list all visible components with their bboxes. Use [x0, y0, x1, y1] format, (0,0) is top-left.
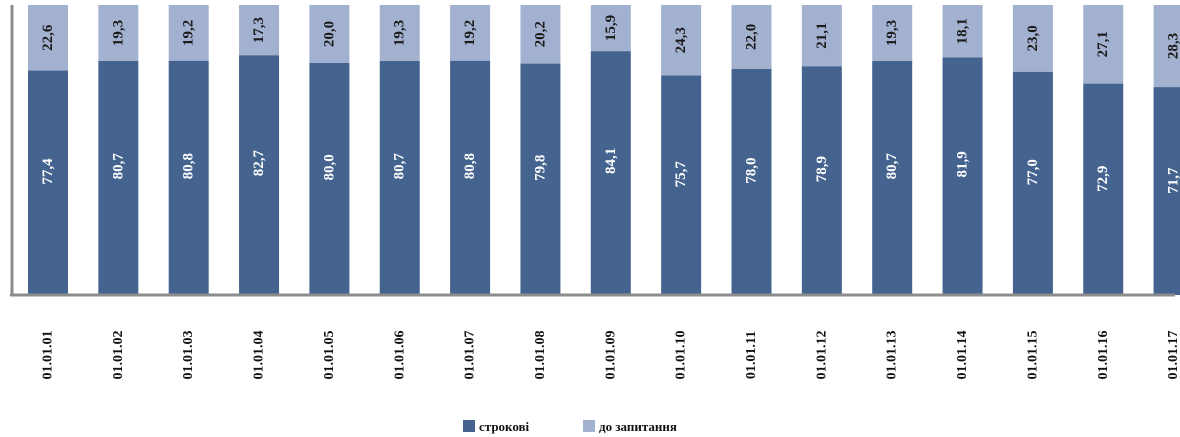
- value-label-strokovi-01.01.05: 80,0: [321, 154, 337, 180]
- x-tick-label-01.01.12: 01.01.12: [814, 331, 829, 380]
- value-labels-group: 77,4 22,6 80,7 19,3 80,8 19,2 82,7 17,3 80,0 20,0…: [40, 15, 1180, 194]
- value-label-do-zapytannia-01.01.01: 22,6: [40, 24, 56, 51]
- bar-do-zapytannia-01.01.06: [379, 5, 420, 61]
- value-label-do-zapytannia-01.01.12: 21,1: [814, 22, 830, 48]
- value-label-strokovi-01.01.06: 80,7: [392, 153, 408, 180]
- value-label-do-zapytannia-01.01.14: 18,1: [955, 18, 971, 44]
- x-tick-label-01.01.16: 01.01.16: [1096, 331, 1111, 380]
- value-label-do-zapytannia-01.01.17: 28,3: [1166, 33, 1180, 59]
- value-label-strokovi-01.01.17: 71,7: [1166, 167, 1180, 194]
- value-label-strokovi-01.01.12: 78,9: [814, 156, 830, 182]
- bar-strokovi-01.01.17: [1153, 87, 1180, 295]
- x-tick-label-01.01.01: 01.01.01: [41, 331, 56, 380]
- bar-do-zapytannia-01.01.04: [239, 5, 280, 56]
- value-label-do-zapytannia-01.01.05: 20,0: [321, 21, 337, 47]
- value-label-do-zapytannia-01.01.11: 22,0: [744, 24, 760, 50]
- bar-strokovi-01.01.15: [1012, 71, 1053, 295]
- bar-do-zapytannia-01.01.05: [309, 5, 350, 63]
- x-tick-label-01.01.14: 01.01.14: [955, 331, 970, 380]
- bar-do-zapytannia-01.01.03: [168, 5, 209, 61]
- value-label-strokovi-01.01.08: 79,8: [532, 155, 548, 181]
- x-tick-label-01.01.15: 01.01.15: [1025, 331, 1040, 380]
- value-label-strokovi-01.01.07: 80,8: [462, 153, 478, 179]
- bar-strokovi-01.01.06: [379, 60, 420, 295]
- bar-do-zapytannia-01.01.07: [450, 5, 491, 61]
- bar-strokovi-01.01.09: [590, 51, 631, 295]
- x-tick-label-01.01.11: 01.01.11: [744, 331, 759, 379]
- value-label-do-zapytannia-01.01.08: 20,2: [532, 21, 548, 47]
- x-tick-label-01.01.07: 01.01.07: [463, 330, 478, 379]
- x-tick-label-01.01.05: 01.01.05: [322, 331, 337, 380]
- bar-do-zapytannia-01.01.14: [942, 5, 983, 58]
- value-label-strokovi-01.01.04: 82,7: [251, 149, 267, 176]
- bar-do-zapytannia-01.01.17: [1153, 5, 1180, 88]
- value-label-strokovi-01.01.16: 72,9: [1095, 166, 1111, 192]
- value-label-do-zapytannia-01.01.03: 19,2: [181, 20, 197, 46]
- bar-strokovi-01.01.14: [942, 57, 983, 295]
- x-tick-label-01.01.04: 01.01.04: [252, 331, 267, 380]
- bar-strokovi-01.01.10: [661, 75, 702, 295]
- bar-strokovi-01.01.13: [872, 60, 913, 295]
- bar-strokovi-01.01.03: [168, 60, 209, 296]
- value-label-do-zapytannia-01.01.09: 15,9: [603, 15, 619, 41]
- bar-do-zapytannia-01.01.15: [1012, 5, 1053, 72]
- legend-swatch-strokovi: [463, 420, 475, 432]
- bar-do-zapytannia-01.01.13: [872, 5, 913, 61]
- bar-strokovi-01.01.16: [1083, 83, 1124, 295]
- bar-strokovi-01.01.02: [98, 60, 139, 295]
- bar-strokovi-01.01.11: [731, 68, 772, 295]
- value-label-strokovi-01.01.15: 77,0: [1025, 159, 1041, 185]
- value-label-strokovi-01.01.14: 81,9: [955, 151, 971, 177]
- legend-label-strokovi: строкові: [479, 419, 530, 434]
- x-tick-labels-group: 01.01.01 01.01.02 01.01.03 01.01.04 01.01.05…: [41, 330, 1180, 379]
- x-tick-label-01.01.02: 01.01.02: [111, 331, 126, 380]
- legend-label-do-zapytannia: до запитання: [599, 419, 677, 434]
- bar-strokovi-01.01.12: [801, 66, 842, 295]
- bar-do-zapytannia-01.01.10: [661, 5, 702, 76]
- bar-strokovi-01.01.08: [520, 63, 561, 295]
- x-tick-label-01.01.17: 01.01.17: [1166, 331, 1180, 380]
- value-label-do-zapytannia-01.01.02: 19,3: [110, 20, 126, 46]
- x-tick-label-01.01.10: 01.01.10: [674, 331, 689, 380]
- value-label-strokovi-01.01.11: 78,0: [744, 157, 760, 183]
- value-label-strokovi-01.01.09: 84,1: [603, 148, 619, 174]
- value-label-do-zapytannia-01.01.06: 19,3: [392, 20, 408, 46]
- bar-do-zapytannia-01.01.02: [98, 5, 139, 61]
- value-label-strokovi-01.01.13: 80,7: [884, 153, 900, 180]
- bar-strokovi-01.01.07: [450, 60, 491, 296]
- value-label-do-zapytannia-01.01.04: 17,3: [251, 17, 267, 43]
- bar-do-zapytannia-01.01.09: [590, 5, 631, 52]
- bars-group: [28, 5, 1180, 296]
- bar-do-zapytannia-01.01.11: [731, 5, 772, 69]
- bar-strokovi-01.01.04: [239, 55, 280, 295]
- bar-do-zapytannia-01.01.16: [1083, 5, 1124, 84]
- legend-swatch-do-zapytannia: [583, 420, 595, 432]
- x-tick-label-01.01.08: 01.01.08: [533, 331, 548, 380]
- value-label-do-zapytannia-01.01.10: 24,3: [673, 27, 689, 53]
- value-label-do-zapytannia-01.01.15: 23,0: [1025, 25, 1041, 51]
- value-label-strokovi-01.01.10: 75,7: [673, 161, 689, 188]
- value-label-strokovi-01.01.03: 80,8: [181, 153, 197, 179]
- bar-do-zapytannia-01.01.01: [28, 5, 68, 71]
- x-tick-label-01.01.03: 01.01.03: [181, 331, 196, 380]
- value-label-do-zapytannia-01.01.07: 19,2: [462, 20, 478, 46]
- bar-do-zapytannia-01.01.12: [801, 5, 842, 67]
- value-label-do-zapytannia-01.01.13: 19,3: [884, 20, 900, 46]
- x-tick-label-01.01.06: 01.01.06: [392, 331, 407, 380]
- bar-strokovi-01.01.01: [28, 70, 68, 295]
- value-label-strokovi-01.01.02: 80,7: [110, 153, 126, 180]
- bar-do-zapytannia-01.01.08: [520, 5, 561, 64]
- legend: строкові до запитання: [463, 419, 677, 434]
- x-tick-label-01.01.09: 01.01.09: [603, 331, 618, 380]
- bar-strokovi-01.01.05: [309, 63, 350, 295]
- value-label-strokovi-01.01.01: 77,4: [40, 158, 56, 185]
- x-tick-label-01.01.13: 01.01.13: [885, 331, 900, 380]
- value-label-do-zapytannia-01.01.16: 27,1: [1095, 31, 1111, 57]
